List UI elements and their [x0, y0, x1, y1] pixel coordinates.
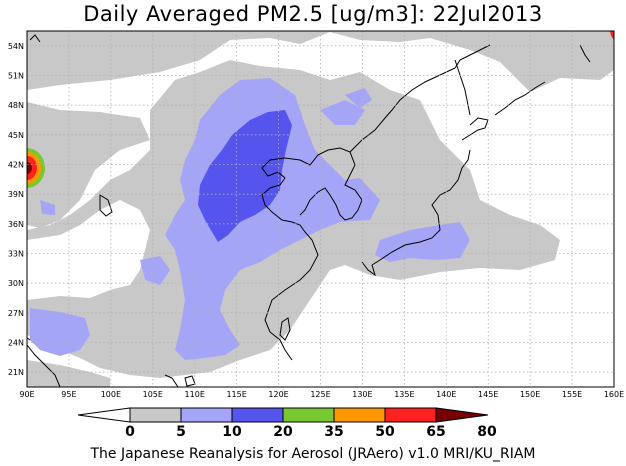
colorbar-level-label: 50: [375, 424, 395, 440]
graticule: [27, 31, 614, 387]
shade-10-20-kr: [300, 190, 335, 225]
colorbar-segment: [180, 407, 233, 423]
lon-tick-label: 110E: [185, 390, 205, 399]
map-title: Daily Averaged PM2.5 [ug/m3]: 22Jul2013: [83, 2, 543, 26]
lon-tick-label: 135E: [394, 390, 414, 399]
lat-tick-label: 54N: [8, 42, 24, 51]
concentration-field: [27, 31, 614, 387]
colorbar-segment: [333, 407, 386, 423]
lon-tick-label: 90E: [19, 390, 34, 399]
coastline-kamchatka: [579, 44, 591, 63]
lon-tick-label: 150E: [520, 390, 540, 399]
colorbar-segment: [282, 407, 335, 423]
coastline-china: [261, 147, 363, 361]
lon-tick-label: 125E: [310, 390, 330, 399]
lat-tick-label: 45N: [8, 131, 24, 140]
lon-tick-label: 140E: [436, 390, 456, 399]
colorbar-segment: [129, 407, 182, 423]
colorbar-level-label: 0: [125, 424, 135, 440]
lat-tick-label: 33N: [8, 250, 24, 259]
colorbar-labels: 0 5 10 20 35 50 65 80: [125, 424, 497, 440]
lon-tick-label: 130E: [352, 390, 372, 399]
shade-10-20-small2: [140, 256, 170, 285]
longitude-labels: 90E 95E 100E 105E 110E 115E 120E 125E 130E 135E 14…: [19, 390, 624, 399]
coastline-india: [27, 344, 61, 387]
colorbar-level-label: 35: [324, 424, 343, 440]
lat-tick-label: 36N: [8, 220, 24, 229]
lat-tick-label: 24N: [8, 339, 24, 348]
shade-10-20-left: [40, 200, 55, 215]
coastline-russia-east: [454, 44, 491, 69]
coastline-kurils: [494, 81, 546, 116]
shade-20-35: [198, 110, 292, 242]
lat-tick-label: 39N: [8, 190, 24, 199]
shade-5-10-sw: [27, 360, 110, 387]
coastline-hokkaido: [461, 117, 489, 141]
lon-tick-label: 145E: [478, 390, 498, 399]
colorbar-level-label: 5: [176, 424, 186, 440]
shade-10-20-small1: [30, 308, 90, 356]
coastline-japan-kyushu: [361, 261, 376, 277]
lat-tick-label: 21N: [8, 368, 24, 377]
coastline-japan-honshu: [371, 149, 471, 266]
colorbar-level-label: 20: [273, 424, 293, 440]
lon-tick-label: 160E: [604, 390, 624, 399]
lon-tick-label: 95E: [61, 390, 76, 399]
colorbar-segment: [384, 407, 437, 423]
shade-10-20-small4: [345, 88, 372, 108]
colorbar-level-label: 65: [426, 424, 445, 440]
colorbar: [77, 407, 489, 423]
hotspot-topright: [610, 31, 614, 40]
coastline-topleft: [29, 34, 41, 43]
coastline-sakhalin: [454, 59, 471, 116]
coastline-vietnam: [164, 374, 179, 387]
colorbar-level-label: 10: [222, 424, 242, 440]
lat-tick-label: 42N: [8, 161, 24, 170]
colorbar-segment: [231, 407, 284, 423]
map-frame: [26, 30, 615, 388]
shade-5-10: [27, 31, 614, 92]
shade-5-10-main: [27, 102, 150, 228]
coastline-lake: [99, 194, 113, 217]
lon-tick-label: 115E: [226, 390, 246, 399]
latitude-labels: 54N 51N 48N 45N 42N 39N 36N 33N 30N 27N 24N 21N: [8, 42, 24, 377]
lat-tick-label: 51N: [8, 72, 24, 81]
lat-tick-label: 27N: [8, 309, 24, 318]
hotspot-left: [27, 148, 45, 188]
lon-tick-label: 105E: [143, 390, 163, 399]
footer-credit: The Japanese Reanalysis for Aerosol (JRA…: [90, 446, 536, 462]
coastline-taiwan: [279, 317, 291, 341]
lon-tick-label: 120E: [268, 390, 288, 399]
colorbar-level-label: 80: [477, 424, 497, 440]
lat-tick-label: 48N: [8, 101, 24, 110]
colorbar-high-arrow: [435, 407, 489, 423]
lon-tick-label: 100E: [101, 390, 121, 399]
colorbar-low-arrow: [77, 407, 131, 423]
lat-tick-label: 30N: [8, 279, 24, 288]
shade-10-20-small3: [320, 100, 365, 125]
shade-10-20: [165, 78, 380, 360]
lon-tick-label: 155E: [562, 390, 582, 399]
